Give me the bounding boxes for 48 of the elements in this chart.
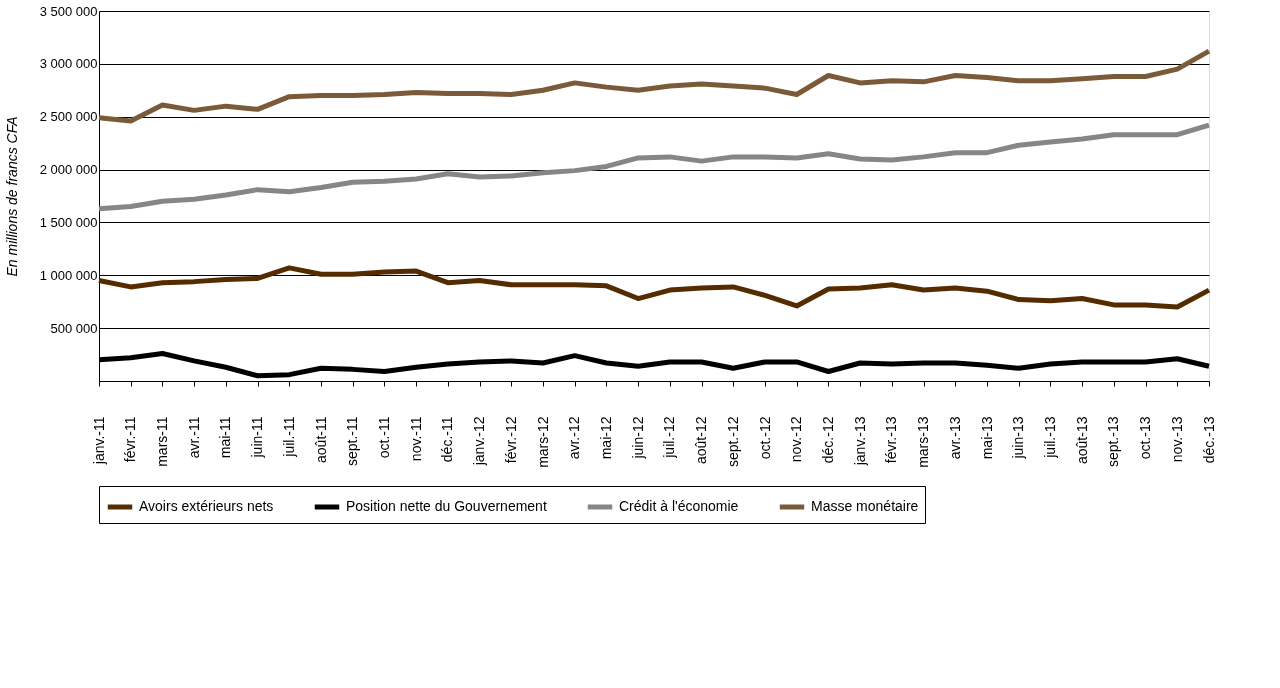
x-tick-label: oct.-11 <box>375 416 392 459</box>
y-tick-label: 3 500 000 <box>39 3 98 19</box>
y-tick-label: 2 000 000 <box>39 162 98 178</box>
x-tick-label: sept.-13 <box>1105 416 1122 468</box>
x-tick-label: avr.-12 <box>566 416 583 460</box>
x-tick-label: oct.-12 <box>756 416 773 460</box>
x-tick-label: nov.-13 <box>1168 416 1185 463</box>
x-tick-label: mai-12 <box>597 416 614 460</box>
x-tick-label: mars-12 <box>534 416 551 468</box>
x-tick-label: oct.-13 <box>1137 416 1154 460</box>
x-tick-label: mai-13 <box>978 416 995 460</box>
x-tick-label: juil.-11 <box>280 416 297 458</box>
y-tick-label: 500 000 <box>50 320 98 336</box>
x-tick-label: nov.-12 <box>788 416 805 463</box>
x-tick-label: déc.-13 <box>1200 416 1217 464</box>
x-tick-label: nov.-11 <box>407 416 424 462</box>
x-tick-label: janv.-13 <box>851 416 868 467</box>
y-tick-label: 3 000 000 <box>39 56 98 72</box>
x-tick-label: déc.-12 <box>819 416 836 464</box>
x-tick-label: juin-12 <box>629 416 646 460</box>
x-tick-label: mars-11 <box>153 416 170 467</box>
x-tick-label: août-11 <box>312 416 329 463</box>
legend-label: Position nette du Gouvernement <box>346 498 547 514</box>
x-tick-label: juil.-12 <box>661 416 678 459</box>
x-tick-label: déc.-11 <box>439 416 456 463</box>
x-tick-label: févr.-12 <box>502 416 519 464</box>
x-tick-label: avr.-13 <box>946 416 963 460</box>
y-axis-title: En millions de francs CFA <box>3 116 20 277</box>
y-tick-label: 1 000 000 <box>39 267 98 283</box>
x-tick-label: août-13 <box>1073 416 1090 464</box>
y-tick-label: 2 500 000 <box>39 109 98 125</box>
x-tick-label: juil.-13 <box>1041 416 1058 459</box>
y-tick-label: 1 500 000 <box>39 214 98 230</box>
x-tick-label: sept.-12 <box>724 416 741 468</box>
x-tick-label: août-12 <box>693 416 710 464</box>
legend-label: Avoirs extérieurs nets <box>139 498 274 514</box>
x-tick-label: févr.-11 <box>122 416 139 463</box>
x-tick-label: juin-13 <box>1010 416 1027 460</box>
x-tick-label: févr.-13 <box>883 416 900 464</box>
x-tick-label: janv.-12 <box>471 416 488 467</box>
x-tick-label: janv.-11 <box>90 416 107 466</box>
x-tick-label: avr.-11 <box>185 416 202 459</box>
x-tick-label: sept.-11 <box>344 416 361 467</box>
x-tick-label: mai-11 <box>217 416 234 459</box>
x-tick-label: juin-11 <box>249 416 266 459</box>
x-tick-label: mars-13 <box>915 416 932 468</box>
legend-label: Crédit à l'économie <box>619 498 739 514</box>
legend-label: Masse monétaire <box>811 498 919 514</box>
